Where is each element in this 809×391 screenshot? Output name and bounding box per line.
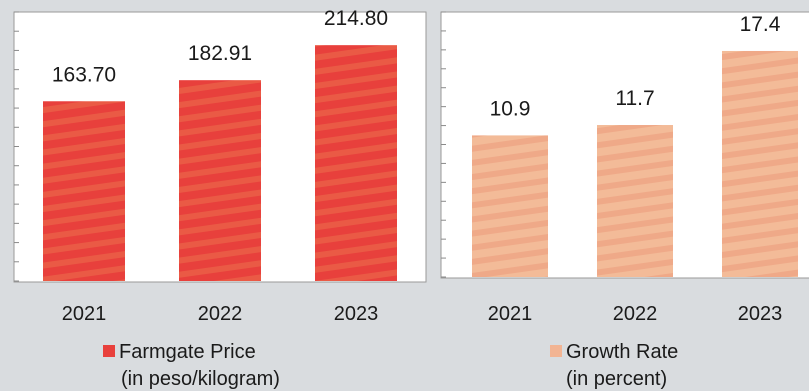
y-axis-ticks-left: [14, 11, 19, 282]
y-axis-ticks-right: [441, 11, 446, 278]
x-tick-label-2021: 2021: [62, 303, 107, 325]
legend-sublabel-farmgate: (in peso/kilogram): [121, 368, 280, 390]
bars-right: [472, 50, 798, 278]
bar-2021: [43, 101, 125, 281]
legend-swatch-growth: [550, 345, 562, 357]
bar-2022: [597, 125, 673, 277]
value-label-2021: 163.70: [52, 63, 116, 86]
bar-2021: [472, 135, 548, 277]
legend-label-growth: Growth Rate: [566, 341, 678, 363]
x-tick-label-2021: 2021: [488, 303, 533, 325]
bars-left: [43, 45, 397, 281]
x-tick-label-2022: 2022: [613, 303, 658, 325]
value-label-2023: 214.80: [324, 7, 388, 30]
legend-sublabel-growth: (in percent): [566, 368, 667, 390]
x-tick-labels-right: 2021 2022 2023: [488, 303, 783, 325]
bar-2023: [315, 45, 397, 281]
x-tick-labels-left: 2021 2022 2023: [62, 303, 379, 325]
x-tick-label-2023: 2023: [334, 303, 379, 325]
value-label-2022: 182.91: [188, 42, 252, 65]
x-tick-label-2022: 2022: [198, 303, 243, 325]
bar-2022: [179, 80, 261, 281]
value-label-2022: 11.7: [615, 87, 654, 110]
growth-rate-chart: 10.9 11.7 17.4 2021 2022 2023 Growth Rate (i…: [440, 11, 809, 390]
value-label-2021: 10.9: [490, 97, 531, 120]
value-label-2023: 17.4: [740, 13, 781, 36]
legend-left: Farmgate Price (in peso/kilogram): [103, 341, 280, 390]
value-labels-right: 10.9 11.7 17.4: [490, 13, 781, 120]
legend-label-farmgate: Farmgate Price: [119, 341, 256, 363]
legend-right: Growth Rate (in percent): [550, 341, 678, 390]
x-tick-label-2023: 2023: [738, 303, 783, 325]
legend-swatch-farmgate: [103, 345, 115, 357]
bar-2023: [722, 50, 798, 278]
farmgate-price-chart: 163.70 182.91 214.80 2021 2022 2023 Farmgate…: [13, 7, 427, 390]
value-labels-left: 163.70 182.91 214.80: [52, 7, 388, 86]
